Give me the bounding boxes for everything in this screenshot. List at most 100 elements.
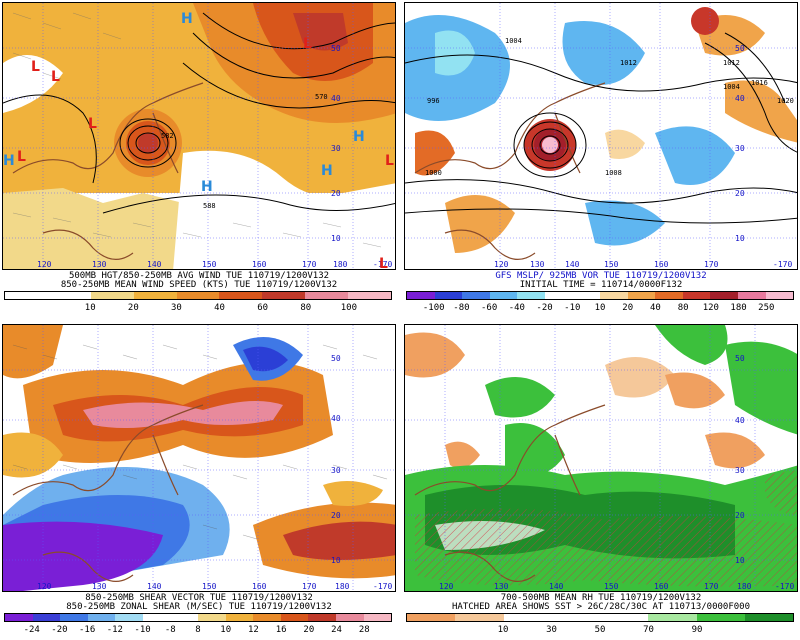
color-scale-tick: 30 — [546, 625, 557, 635]
color-scale-tick: 20 — [303, 625, 315, 635]
color-scale-tick: 40 — [650, 303, 661, 313]
color-swatch — [455, 614, 504, 621]
color-swatch — [253, 614, 281, 621]
color-scale-tick: 10 — [594, 303, 606, 313]
color-scale-tick: 50 — [594, 625, 606, 635]
map-title: 700-500MB MEAN RH TUE 110719/1200V132 — [500, 593, 702, 603]
lat-label: 30 — [735, 144, 745, 153]
contour-label: 588 — [203, 202, 216, 210]
color-swatch — [363, 614, 392, 621]
color-swatch — [744, 614, 793, 621]
low-marker: L — [379, 256, 388, 270]
color-scale-tick: -16 — [79, 625, 96, 635]
lat-label: 20 — [735, 189, 745, 198]
color-swatch — [335, 614, 364, 621]
lon-label: 170 — [302, 582, 317, 591]
panel-mslp-vorticity: 50 40 30 20 10 120 130 140 150 160 170 -… — [404, 2, 798, 316]
lon-label: 150 — [202, 582, 217, 591]
lat-label: 50 — [735, 354, 745, 363]
lon-labels: 120 130 140 150 160 170 180 -170 — [37, 582, 392, 591]
color-scale-tick: -100 — [422, 303, 445, 313]
color-scale-tick: 12 — [248, 625, 259, 635]
lon-label: 170 — [704, 582, 719, 591]
low-marker: L — [51, 69, 60, 85]
color-scale-tick: 80 — [300, 303, 312, 313]
lon-label: 170 — [704, 260, 719, 269]
map-title: 850-250MB SHEAR VECTOR TUE 110719/1200V1… — [85, 593, 313, 603]
isobar-label: 996 — [427, 97, 440, 105]
color-swatch — [765, 292, 794, 299]
color-swatch — [600, 614, 649, 621]
lon-label: 140 — [549, 582, 564, 591]
lat-label: 10 — [331, 234, 341, 243]
isobar-label: 1020 — [777, 97, 794, 105]
lat-label: 20 — [735, 511, 745, 520]
contour-labels: 570 582 588 — [161, 93, 328, 210]
mean-rh-field: 50 40 30 20 10 120 130 140 150 160 170 1… — [405, 325, 797, 591]
color-swatch — [489, 292, 518, 299]
color-scale-tick: -8 — [164, 625, 176, 635]
isobar-label: 1008 — [605, 169, 622, 177]
map-subtitle: 850-250MB ZONAL SHEAR (M/SEC) TUE 110719… — [66, 602, 332, 612]
lat-labels: 50 40 30 20 10 — [331, 44, 341, 243]
lat-label: 10 — [331, 556, 341, 565]
lon-label: 170 — [302, 260, 317, 269]
isobar-label: 1016 — [751, 79, 768, 87]
lat-labels: 50 40 30 20 10 — [735, 354, 745, 565]
lat-labels: 50 40 30 20 10 — [735, 44, 745, 243]
color-scale-tick: 8 — [195, 625, 201, 635]
color-swatch — [348, 292, 392, 299]
high-marker: H — [181, 11, 193, 27]
color-swatch — [142, 614, 171, 621]
wind-speed-field: 50 40 30 20 10 120 130 140 150 160 170 1… — [3, 3, 395, 270]
map-subtitle: 850-250MB MEAN WIND SPEED (KTS) TUE 1107… — [60, 280, 338, 290]
lon-label: 120 — [37, 260, 52, 269]
lat-label: 30 — [331, 144, 341, 153]
color-swatch — [5, 614, 33, 621]
lon-label: 120 — [37, 582, 52, 591]
color-swatch — [308, 614, 336, 621]
color-swatch — [225, 614, 254, 621]
color-swatch — [600, 292, 628, 299]
color-swatch — [90, 292, 134, 299]
lon-label: 180 — [335, 582, 350, 591]
low-marker: L — [303, 36, 312, 52]
color-scale-tick: -40 — [508, 303, 525, 313]
panel-shear: 50 40 30 20 10 120 130 140 150 160 170 1… — [2, 324, 396, 638]
isobar-label: 1000 — [425, 169, 442, 177]
map-shear: 50 40 30 20 10 120 130 140 150 160 170 1… — [2, 324, 396, 592]
color-swatch — [503, 614, 552, 621]
color-scale-tick: 20 — [127, 303, 139, 313]
map-mean-rh: 50 40 30 20 10 120 130 140 150 160 170 1… — [404, 324, 798, 592]
low-marker: L — [31, 59, 40, 75]
lat-label: 20 — [331, 511, 341, 520]
map-title: GFS MSLP/ 925MB VOR TUE 110719/1200V132 — [495, 271, 707, 281]
high-marker: H — [321, 163, 333, 179]
color-scale-tick: -60 — [481, 303, 498, 313]
high-marker: H — [3, 153, 15, 169]
color-swatch — [305, 292, 349, 299]
color-swatch — [407, 614, 456, 621]
lat-label: 10 — [735, 556, 745, 565]
isobar-label: 1004 — [505, 37, 522, 45]
color-swatch — [551, 614, 600, 621]
color-scale-bar — [4, 291, 392, 300]
color-swatch — [737, 292, 766, 299]
isobar-labels: 1004 1012 1008 996 1000 1016 1020 1004 1… — [425, 37, 794, 177]
map-title: 500MB HGT/850-250MB AVG WIND TUE 110719/… — [68, 271, 330, 281]
panel-mean-rh: 50 40 30 20 10 120 130 140 150 160 170 1… — [404, 324, 798, 638]
lon-label: 130 — [494, 582, 509, 591]
lat-labels: 50 40 30 20 10 — [331, 354, 341, 565]
lon-label: 130 — [92, 582, 107, 591]
color-swatch — [572, 292, 601, 299]
color-scale-tick: 70 — [643, 625, 654, 635]
low-marker: L — [17, 149, 26, 165]
panel-wind-speed: 50 40 30 20 10 120 130 140 150 160 170 1… — [2, 2, 396, 316]
color-scale-bar — [406, 291, 794, 300]
color-scale-tick: 10 — [84, 303, 96, 313]
color-swatch — [5, 292, 48, 299]
pressure-markers: L L L L L L L H H H H H — [3, 11, 394, 270]
color-swatch — [176, 292, 220, 299]
color-swatch — [655, 292, 683, 299]
